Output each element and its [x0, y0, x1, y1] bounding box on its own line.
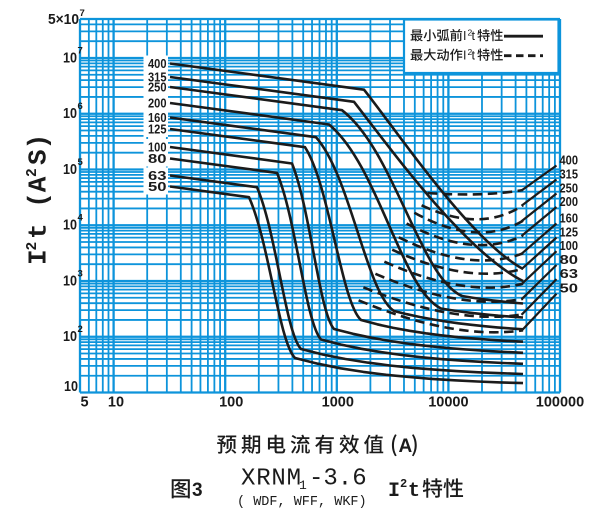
svg-text:1: 1: [299, 478, 307, 493]
svg-text:315: 315: [148, 70, 167, 84]
svg-text:t: t: [408, 480, 420, 503]
svg-text:10: 10: [63, 106, 77, 122]
svg-text:315: 315: [560, 167, 579, 181]
svg-text:7: 7: [80, 8, 85, 19]
svg-text:250: 250: [560, 181, 579, 195]
svg-text:10: 10: [63, 51, 77, 67]
svg-text:2: 2: [25, 168, 41, 177]
svg-text:2: 2: [25, 242, 41, 251]
svg-text:I: I: [463, 49, 466, 63]
svg-text:4: 4: [78, 213, 84, 224]
svg-text:125: 125: [148, 122, 167, 136]
svg-text:400: 400: [148, 57, 167, 71]
svg-text:5: 5: [78, 157, 84, 168]
svg-text:200: 200: [560, 195, 579, 209]
svg-text:160: 160: [148, 111, 167, 125]
svg-text:200: 200: [148, 96, 167, 110]
svg-text:10: 10: [108, 395, 124, 411]
svg-text:2: 2: [400, 477, 407, 491]
svg-text:5: 5: [80, 395, 88, 411]
svg-text:100: 100: [148, 140, 167, 154]
svg-text:400: 400: [560, 153, 579, 167]
svg-text:7: 7: [78, 46, 83, 57]
svg-text:I: I: [463, 29, 466, 43]
svg-text:10: 10: [63, 329, 77, 345]
svg-text:3: 3: [192, 480, 203, 501]
svg-text:10: 10: [63, 162, 77, 178]
svg-text:100: 100: [560, 239, 579, 253]
svg-text:t: t: [472, 49, 476, 63]
svg-text:50: 50: [560, 282, 579, 296]
svg-text:3: 3: [78, 269, 83, 280]
svg-text:10000: 10000: [428, 395, 468, 411]
svg-text:( WDF, WFF, WKF): ( WDF, WFF, WKF): [237, 495, 367, 510]
svg-text:100000: 100000: [536, 395, 584, 411]
svg-text:160: 160: [560, 211, 579, 225]
svg-text:10: 10: [64, 379, 78, 395]
svg-text:2: 2: [468, 28, 473, 38]
svg-text:t: t: [472, 29, 476, 43]
svg-text:100: 100: [219, 395, 243, 411]
svg-text:XRNM: XRNM: [241, 466, 302, 493]
svg-text:6: 6: [78, 101, 83, 112]
svg-text:63: 63: [148, 169, 167, 183]
svg-text:2: 2: [78, 324, 83, 335]
svg-text:t (A: t (A: [24, 176, 54, 239]
svg-text:80: 80: [560, 253, 579, 267]
svg-text:2: 2: [468, 47, 473, 57]
svg-text:1000: 1000: [322, 395, 354, 411]
svg-text:5×10: 5×10: [48, 12, 79, 28]
svg-text:-3.6: -3.6: [309, 466, 367, 493]
svg-text:S): S): [24, 134, 54, 165]
svg-text:I: I: [24, 249, 54, 265]
svg-text:250: 250: [148, 80, 167, 94]
svg-text:50: 50: [148, 180, 167, 194]
svg-text:80: 80: [148, 152, 167, 166]
svg-text:I: I: [388, 480, 400, 503]
svg-text:10: 10: [63, 218, 77, 234]
svg-text:10: 10: [63, 274, 77, 290]
svg-text:125: 125: [560, 225, 579, 239]
svg-text:A: A: [399, 436, 413, 457]
svg-text:63: 63: [560, 267, 579, 281]
